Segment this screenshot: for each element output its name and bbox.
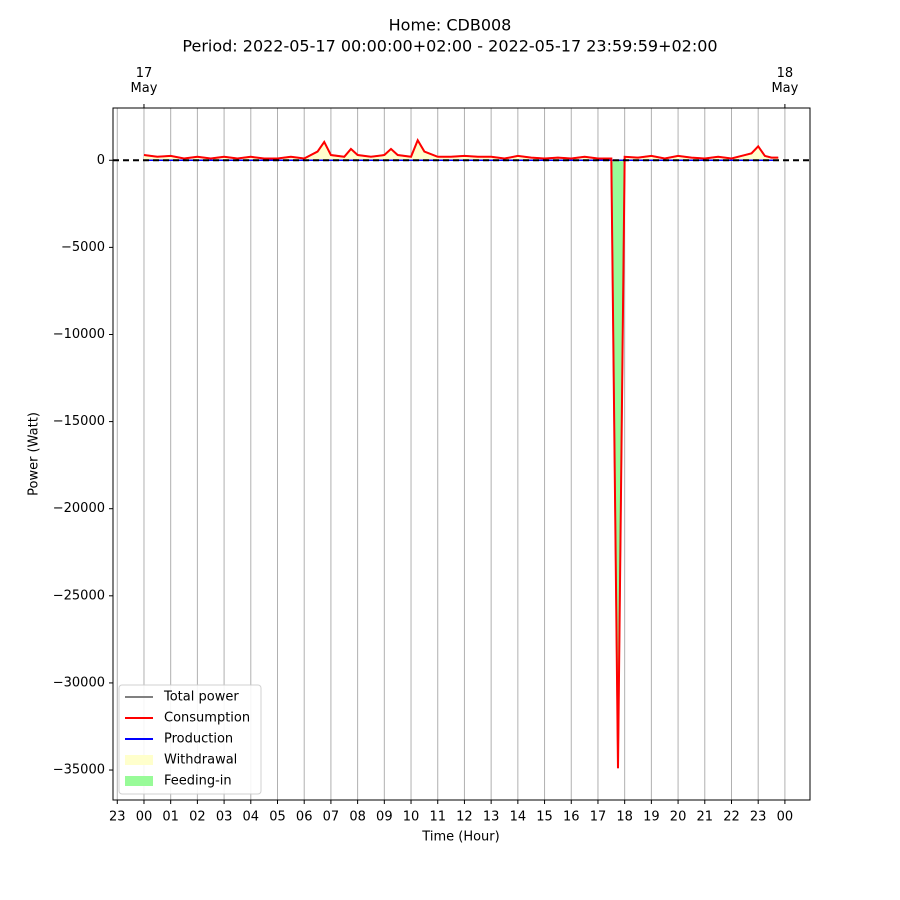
x-tick-label: 10 bbox=[403, 810, 420, 825]
y-tick-label: −35000 bbox=[53, 763, 105, 778]
x-tick-label: 00 bbox=[777, 810, 794, 825]
area-fill bbox=[143, 140, 779, 161]
chart-subtitle: Period: 2022-05-17 00:00:00+02:00 - 2022… bbox=[182, 37, 717, 56]
x-tick-label: 11 bbox=[429, 810, 446, 825]
x-tick-label: 13 bbox=[483, 810, 500, 825]
x-tick-label: 16 bbox=[563, 810, 580, 825]
x-tick-label: 22 bbox=[723, 810, 740, 825]
legend-label: Consumption bbox=[164, 711, 250, 726]
x-tick-label: 02 bbox=[189, 810, 206, 825]
x-tick-label: 17 bbox=[590, 810, 607, 825]
x-axis-title: Time (Hour) bbox=[421, 830, 499, 845]
x-tick-label: 18 bbox=[616, 810, 633, 825]
area-fill bbox=[143, 160, 779, 769]
y-tick-label: −5000 bbox=[61, 240, 105, 255]
y-tick-label: −20000 bbox=[53, 501, 105, 516]
y-axis-title: Power (Watt) bbox=[27, 412, 42, 496]
series-line bbox=[143, 137, 779, 769]
y-tick-label: 0 bbox=[97, 153, 105, 168]
x-tick-label: 21 bbox=[697, 810, 714, 825]
x-tick-label: 00 bbox=[136, 810, 153, 825]
x-tick-label: 07 bbox=[323, 810, 340, 825]
x-tick-label: 09 bbox=[376, 810, 393, 825]
y-tick-label: −30000 bbox=[53, 675, 105, 690]
x-tick-label: 03 bbox=[216, 810, 233, 825]
legend-label: Production bbox=[164, 732, 233, 747]
x-tick-label: 06 bbox=[296, 810, 313, 825]
y-tick-label: −15000 bbox=[53, 414, 105, 429]
x-tick-label: 04 bbox=[243, 810, 260, 825]
series-line bbox=[143, 138, 779, 769]
top-x-tick-label: 17 May bbox=[130, 66, 158, 96]
x-tick-label: 05 bbox=[269, 810, 286, 825]
x-tick-label: 12 bbox=[456, 810, 473, 825]
x-tick-label: 01 bbox=[162, 810, 179, 825]
x-tick-label: 20 bbox=[670, 810, 687, 825]
plot-frame bbox=[112, 107, 811, 801]
legend: Total power Consumption Production Withdraw… bbox=[118, 684, 262, 795]
x-tick-label: 23 bbox=[109, 810, 126, 825]
x-tick-label: 23 bbox=[750, 810, 767, 825]
legend-swatch bbox=[125, 755, 153, 765]
legend-label: Feeding-in bbox=[164, 774, 232, 789]
legend-swatch bbox=[125, 776, 153, 786]
x-tick-label: 08 bbox=[349, 810, 366, 825]
chart-title: Home: CDB008 bbox=[389, 16, 512, 35]
plot-area bbox=[113, 137, 810, 769]
top-x-tick-label: 18 May bbox=[771, 66, 799, 96]
y-tick-label: −10000 bbox=[53, 327, 105, 342]
x-tick-label: 14 bbox=[510, 810, 527, 825]
y-tick-label: −25000 bbox=[53, 588, 105, 603]
legend-box bbox=[118, 684, 262, 795]
x-tick-label: 15 bbox=[536, 810, 553, 825]
legend-label: Total power bbox=[163, 690, 239, 705]
x-tick-label: 19 bbox=[643, 810, 660, 825]
legend-label: Withdrawal bbox=[164, 753, 237, 768]
